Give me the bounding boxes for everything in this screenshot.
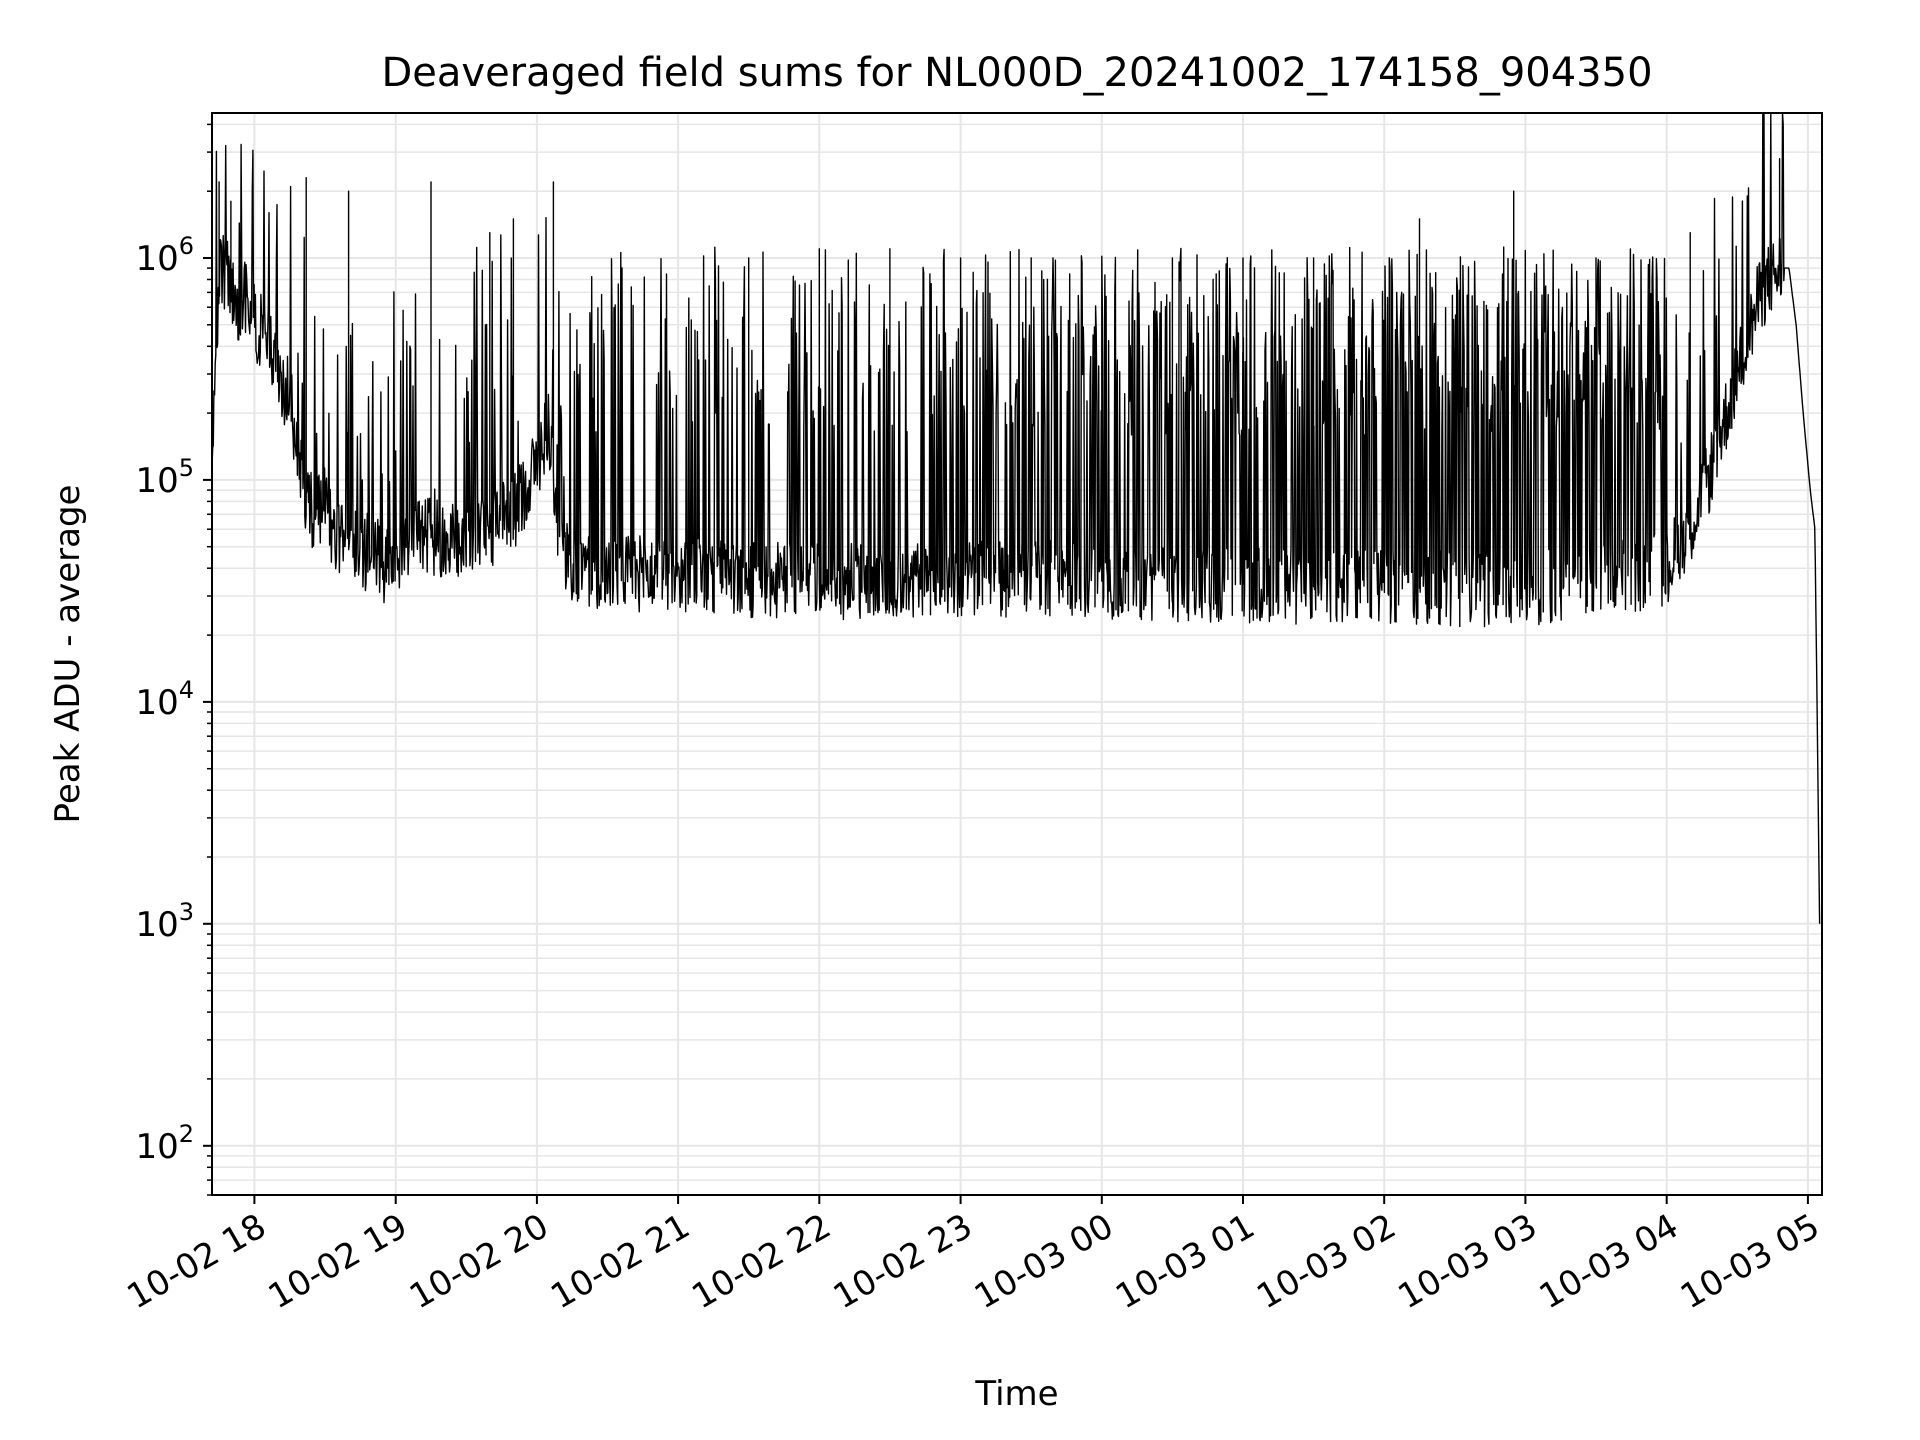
y-axis-label: Peak ADU - average — [48, 485, 88, 824]
plot-frame — [211, 112, 1823, 1196]
y-tick-label: 102 — [135, 1120, 194, 1167]
y-tick-label: 105 — [135, 454, 194, 501]
y-tick-label: 103 — [135, 898, 194, 945]
series-layer — [211, 112, 1821, 924]
plot-area-background — [212, 113, 1822, 1195]
x-axis-label: Time — [974, 1374, 1058, 1414]
y-tick-label: 104 — [135, 676, 194, 723]
chart-title: Deaveraged field sums for NL000D_2024100… — [381, 50, 1652, 96]
y-axis: 102 103 104 105 106 — [135, 123, 212, 1196]
series-line — [211, 112, 1821, 924]
y-tick-label: 106 — [135, 232, 194, 279]
